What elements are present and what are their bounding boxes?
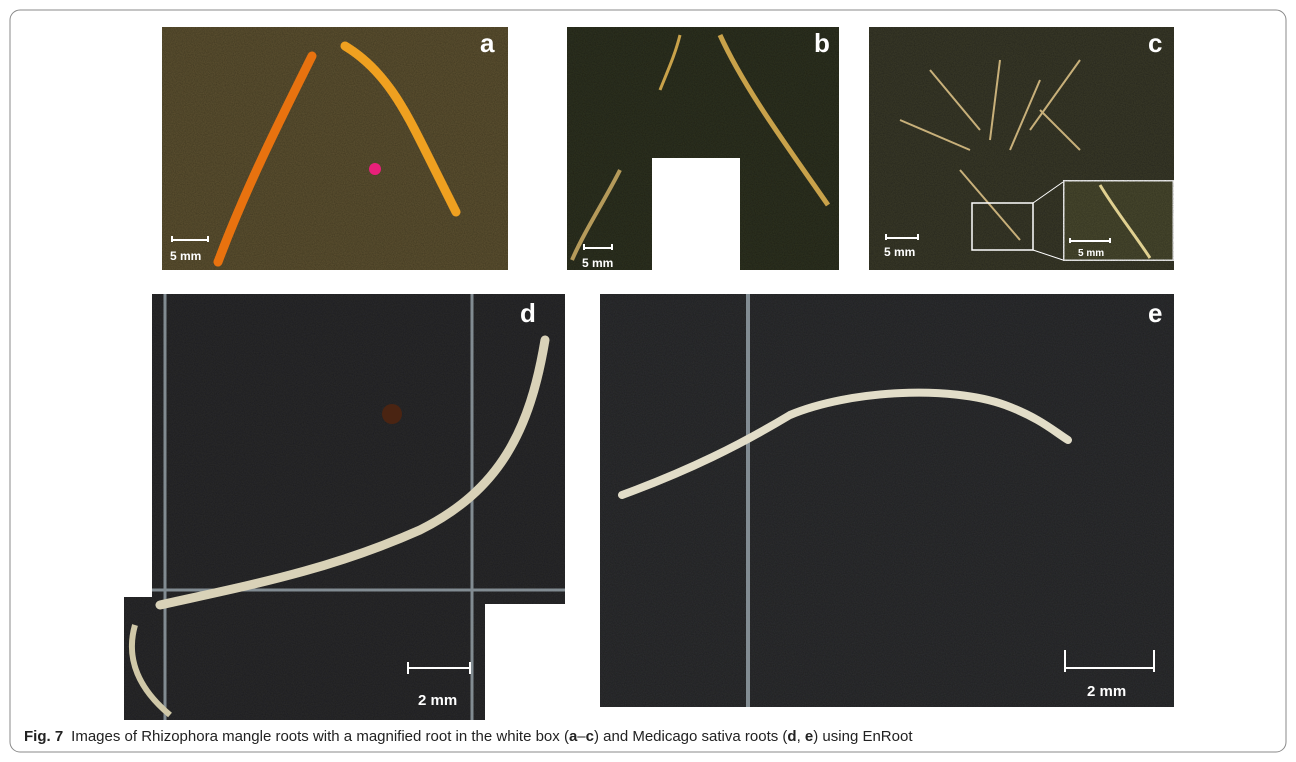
- panel-label: c: [1148, 28, 1162, 58]
- root: [658, 34, 682, 91]
- scale-bar: [171, 236, 209, 242]
- scale-bar: [583, 244, 613, 250]
- scale-label: 5 mm: [884, 245, 915, 259]
- photo: [162, 27, 508, 270]
- inset: [1061, 178, 1176, 263]
- panel-c: 5 mm 5 mm c: [869, 27, 1176, 270]
- caption-text: d: [787, 728, 796, 745]
- scale-bar: [407, 662, 471, 674]
- photo: [600, 294, 1174, 707]
- root: [618, 388, 1072, 499]
- debris: [382, 404, 402, 424]
- caption-text: ) and Medicago sativa roots (: [594, 728, 787, 745]
- root: [213, 51, 317, 267]
- scale-label: 5 mm: [170, 249, 201, 263]
- panel-label: e: [1148, 298, 1162, 328]
- blank: [652, 158, 740, 271]
- caption-text: a: [569, 728, 578, 745]
- caption-text: ) using EnRoot: [813, 728, 913, 745]
- zoom-lines: [1032, 181, 1064, 261]
- root-hairs: [899, 59, 1081, 241]
- scale-bar: [1064, 650, 1155, 672]
- panel-label: b: [814, 28, 830, 58]
- caption-number: Fig. 7: [24, 728, 63, 745]
- root: [570, 169, 622, 261]
- caption: Fig. 7 Images of Rhizophora mangle roots …: [24, 728, 913, 745]
- root: [717, 33, 831, 207]
- panel-e: 2 mm e: [600, 294, 1174, 707]
- root: [155, 335, 550, 610]
- figure-frame: [9, 9, 1287, 753]
- scale-label: 2 mm: [418, 692, 457, 709]
- panel-a: 5 mm a: [162, 27, 508, 270]
- scale-label: 2 mm: [1087, 683, 1126, 700]
- caption-text: –: [577, 728, 586, 745]
- scale-label: 5 mm: [1078, 248, 1104, 259]
- panel-b: 5 mm b: [567, 27, 839, 271]
- panel-d: 2 mm d: [124, 294, 565, 720]
- scale-label: 5 mm: [582, 256, 613, 270]
- marker: [369, 163, 381, 175]
- photo: [124, 294, 565, 720]
- caption-text: ,: [797, 728, 805, 745]
- root: [128, 624, 172, 718]
- root: [1098, 184, 1152, 259]
- zoom-box: [971, 202, 1034, 251]
- scale-bar: [885, 234, 919, 240]
- panel-label: a: [480, 28, 495, 58]
- caption-text: Images of Rhizophora mangle roots with a…: [71, 728, 569, 745]
- caption-text: c: [586, 728, 594, 745]
- caption-text: e: [805, 728, 813, 745]
- root: [340, 41, 461, 217]
- scale-bar: [1069, 238, 1111, 243]
- panel-label: d: [520, 298, 536, 328]
